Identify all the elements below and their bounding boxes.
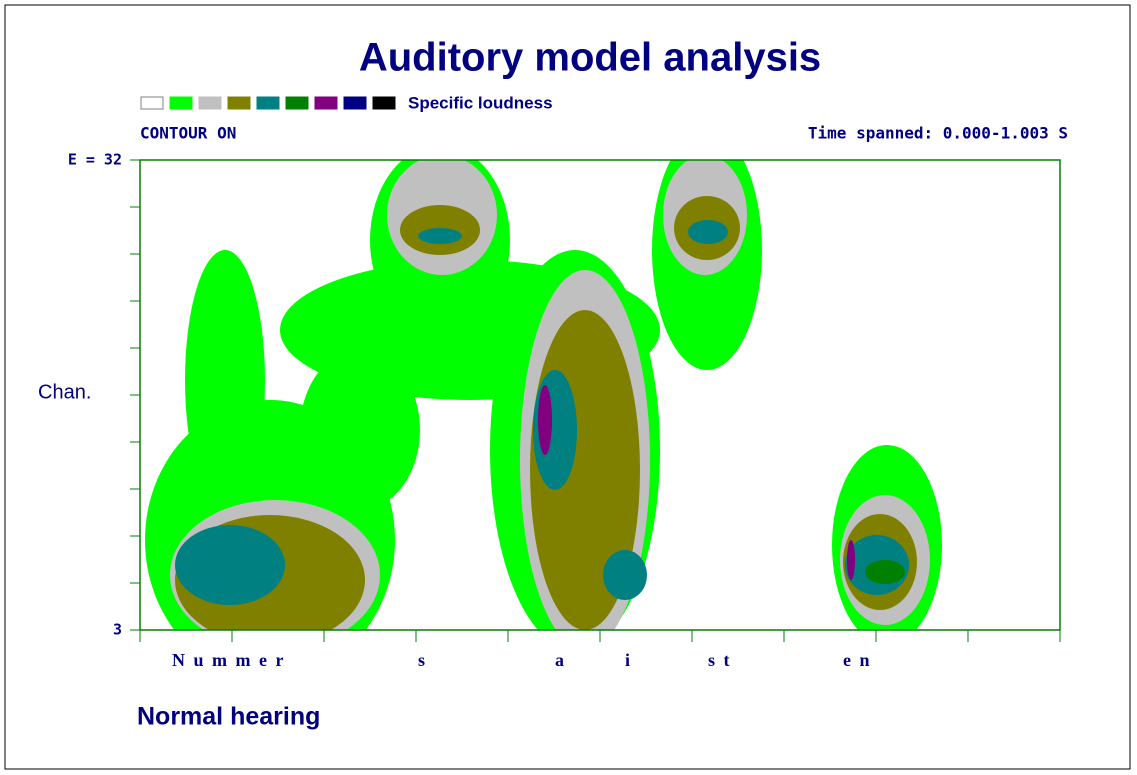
legend-label: Specific loudness: [408, 93, 553, 112]
y-axis-label: Chan.: [38, 381, 91, 403]
legend-swatch: [372, 96, 396, 110]
chart-title: Auditory model analysis: [359, 36, 821, 80]
legend-swatch: [169, 96, 193, 110]
footer-label: Normal hearing: [137, 703, 320, 731]
legend-swatch: [227, 96, 251, 110]
x-tick-label: a: [555, 650, 566, 670]
y-tick-label: E = 32: [68, 151, 122, 169]
legend-swatch: [314, 96, 338, 110]
legend-swatch: [198, 96, 222, 110]
legend-swatch: [140, 96, 164, 110]
contour-level: [538, 385, 855, 580]
x-tick-label: N u m m e r: [172, 650, 285, 670]
x-tick-label: s t: [708, 650, 732, 670]
x-tick-label: e n: [843, 650, 872, 670]
legend-swatch: [256, 96, 280, 110]
x-tick-label: i: [625, 650, 632, 670]
contour-level: [865, 560, 905, 584]
heatmap: [145, 160, 942, 630]
x-tick-label: s: [418, 650, 427, 670]
legend-swatch: [285, 96, 309, 110]
legend-swatch: [343, 96, 367, 110]
time-span: Time spanned: 0.000-1.003 S: [808, 124, 1068, 143]
y-tick-label: 3: [113, 621, 122, 639]
status-text: CONTOUR ON: [140, 124, 236, 143]
